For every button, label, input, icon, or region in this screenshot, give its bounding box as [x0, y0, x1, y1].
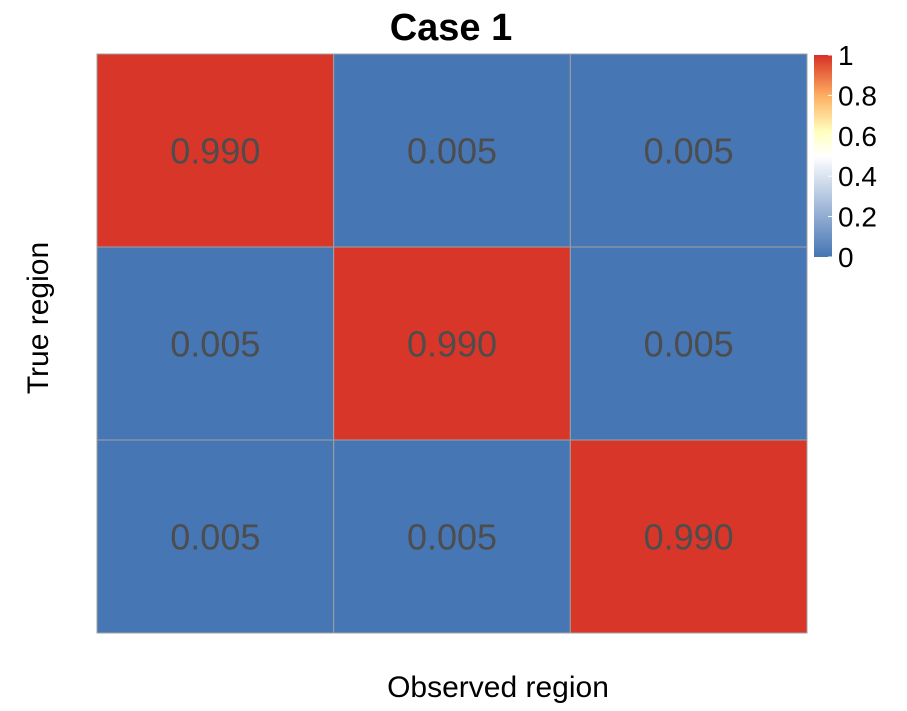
heatmap-cell-r3-c2: [333, 439, 571, 634]
heatmap-cell-r3-c1: [96, 439, 335, 634]
colorbar: [814, 55, 832, 257]
colorbar-tick-label-4: 0.8: [838, 80, 877, 111]
heatmap-cell-r2-c3: [569, 246, 808, 441]
cell-value-r3-c1: 0.005: [170, 517, 260, 558]
colorbar-tick-label-5: 1: [838, 40, 854, 71]
heatmap-cell-r1-c1: [96, 53, 335, 248]
heatmap-cell-r1-c2: [333, 53, 571, 248]
chart-title: Case 1: [390, 7, 513, 49]
cell-value-r1-c2: 0.005: [407, 131, 497, 172]
colorbar-tick-label-2: 0.4: [838, 161, 877, 192]
cell-value-r2-c3: 0.005: [644, 324, 734, 365]
heatmap-cell-r2-c1: [96, 246, 335, 441]
heatmap-cell-labels: 0.990 0.005 0.005 0.005 0.990 0.005 0.005 0.005…: [170, 131, 733, 558]
heatmap-cell-r1-c3: [569, 53, 808, 248]
heatmap-cell-r2-c2: [333, 246, 571, 441]
colorbar-ticks: 0 0.2 0.4 0.6 0.8 1: [828, 40, 877, 273]
cell-value-r2-c2: 0.990: [407, 324, 497, 365]
heatmap-cells: [96, 53, 808, 634]
y-axis-label: True region: [22, 242, 55, 394]
cell-value-r1-c3: 0.005: [644, 131, 734, 172]
cell-value-r3-c3: 0.990: [644, 517, 734, 558]
cell-value-r3-c2: 0.005: [407, 517, 497, 558]
cell-value-r2-c1: 0.005: [170, 324, 260, 365]
heatmap-cell-r3-c3: [569, 439, 808, 634]
colorbar-tick-label-1: 0.2: [838, 202, 877, 233]
x-axis-label: Observed region: [387, 671, 609, 704]
colorbar-tick-label-0: 0: [838, 242, 854, 273]
cell-value-r1-c1: 0.990: [170, 131, 260, 172]
colorbar-tick-label-3: 0.6: [838, 121, 877, 152]
